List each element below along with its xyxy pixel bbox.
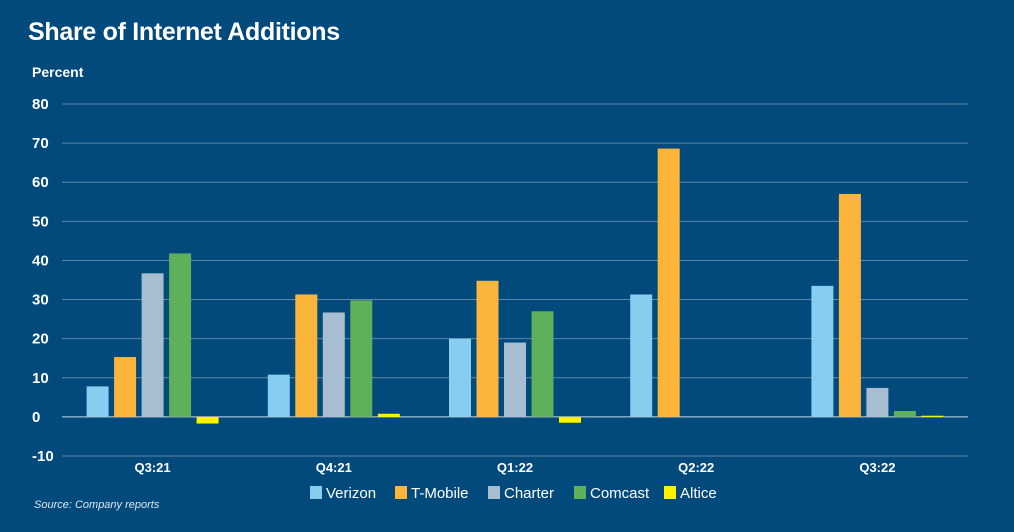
bar-comcast-q3-21 — [169, 253, 192, 417]
legend-label-charter: Charter — [504, 485, 554, 502]
legend-label-altice: Altice — [680, 485, 717, 502]
bar-altice-q3-22 — [921, 415, 944, 417]
legend-swatch-comcast — [574, 486, 586, 499]
y-tick-label: 30 — [32, 292, 49, 309]
source-note: Source: Company reports — [34, 499, 160, 511]
bar-t-mobile-q3-22 — [838, 193, 861, 417]
bar-comcast-q3-22 — [893, 411, 916, 417]
y-tick-label: 50 — [32, 213, 49, 230]
bar-verizon-q3-21 — [86, 386, 109, 417]
y-tick-label: 70 — [32, 135, 49, 152]
x-tick-label: Q2:22 — [678, 460, 714, 475]
y-tick-label: 0 — [32, 409, 40, 426]
bar-comcast-q4-21 — [350, 300, 373, 417]
y-axis-ticks: -10 0 10 20 30 40 50 60 70 80 — [32, 96, 54, 465]
bar-verizon-q2-22 — [630, 294, 653, 417]
bars — [86, 148, 944, 424]
bar-verizon-q4-21 — [267, 374, 290, 417]
bar-t-mobile-q1-22 — [476, 280, 499, 417]
bar-t-mobile-q2-22 — [657, 148, 680, 417]
bar-t-mobile-q3-21 — [114, 357, 137, 417]
bar-verizon-q1-22 — [449, 338, 471, 417]
bar-altice-q4-21 — [377, 413, 400, 417]
y-tick-label: 20 — [32, 331, 49, 348]
bar-altice-q3-21 — [196, 416, 219, 424]
bar-charter-q1-22 — [504, 342, 526, 417]
x-tick-label: Q3:22 — [859, 460, 895, 475]
x-axis-ticks: Q3:21 Q4:21 Q1:22 Q2:22 Q3:22 — [135, 460, 896, 475]
x-tick-label: Q4:21 — [316, 460, 352, 475]
x-tick-label: Q1:22 — [497, 460, 533, 475]
bar-verizon-q3-22 — [811, 285, 834, 417]
legend-label-t-mobile: T-Mobile — [411, 485, 469, 502]
legend-swatch-charter — [488, 486, 500, 499]
legend-label-comcast: Comcast — [590, 485, 650, 502]
y-tick-label: 80 — [32, 96, 49, 113]
y-tick-label: 60 — [32, 174, 49, 191]
bar-charter-q3-21 — [141, 273, 164, 417]
y-tick-label: 10 — [32, 370, 49, 387]
legend-label-verizon: Verizon — [326, 485, 376, 502]
legend: Verizon T-Mobile Charter Comcast Altice — [310, 485, 717, 502]
bar-charter-q4-21 — [322, 312, 345, 417]
bar-charter-q3-22 — [866, 387, 889, 417]
gridlines — [62, 103, 968, 457]
legend-swatch-verizon — [310, 486, 322, 499]
bar-t-mobile-q4-21 — [295, 294, 318, 417]
y-axis-unit-label: Percent — [32, 64, 84, 80]
legend-swatch-altice — [664, 486, 676, 499]
y-tick-label: -10 — [32, 448, 54, 465]
legend-swatch-t-mobile — [395, 486, 407, 499]
bar-comcast-q1-22 — [531, 311, 554, 417]
bar-altice-q1-22 — [559, 416, 581, 423]
x-tick-label: Q3:21 — [135, 460, 171, 475]
chart-title: Share of Internet Additions — [28, 18, 340, 46]
y-tick-label: 40 — [32, 252, 49, 269]
